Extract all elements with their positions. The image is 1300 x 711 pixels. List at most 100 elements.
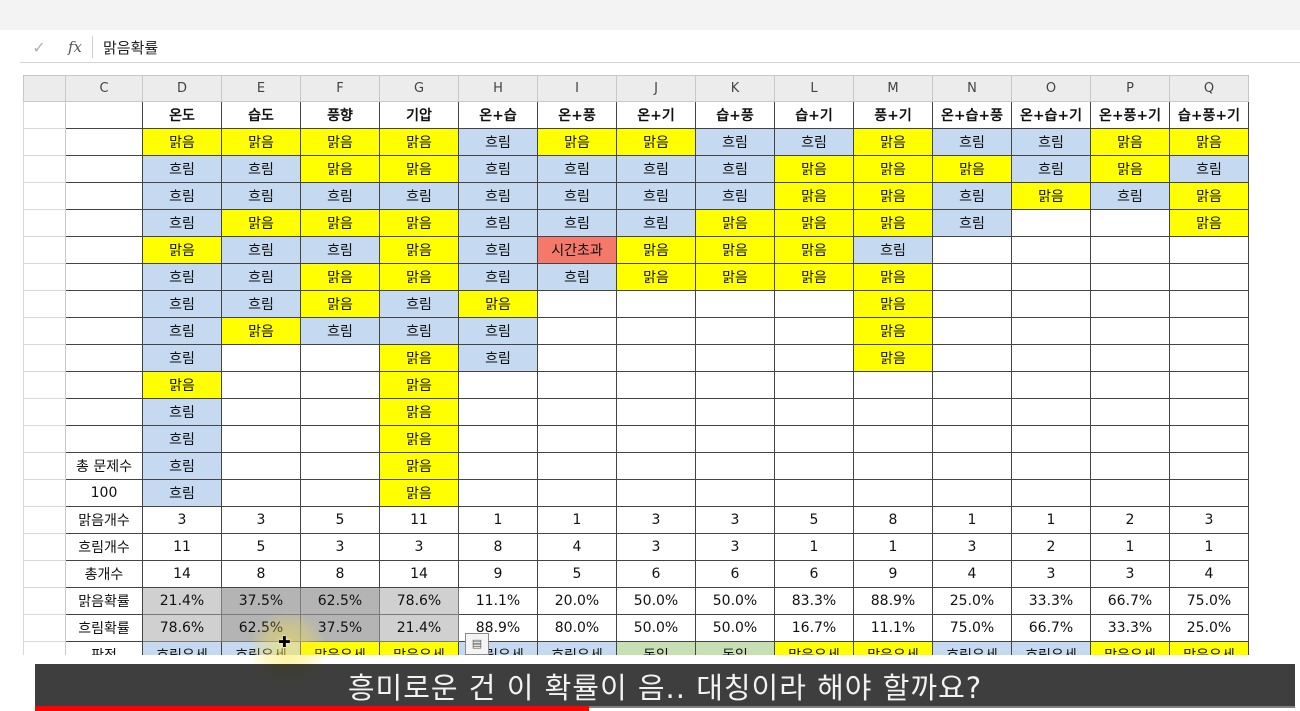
summary-cell[interactable]: 맑음우세 <box>1169 641 1249 655</box>
data-cell[interactable]: 흐림 <box>142 209 222 237</box>
row-number[interactable] <box>23 182 66 210</box>
summary-cell[interactable]: 78.6% <box>379 587 459 615</box>
data-cell[interactable] <box>774 317 854 345</box>
column-header-G[interactable]: G <box>379 75 459 102</box>
data-cell[interactable]: 맑음 <box>379 236 459 264</box>
summary-cell[interactable]: 50.0% <box>616 587 696 615</box>
summary-cell[interactable]: 흐림우세 <box>1011 641 1091 655</box>
data-cell[interactable]: 맑음 <box>142 371 222 399</box>
data-cell[interactable] <box>932 317 1012 345</box>
data-cell[interactable] <box>932 236 1012 264</box>
data-cell[interactable] <box>616 317 696 345</box>
summary-cell[interactable]: 8 <box>221 560 301 588</box>
data-cell[interactable]: 흐림 <box>458 128 538 156</box>
data-cell[interactable]: 흐림 <box>932 182 1012 210</box>
data-cell[interactable] <box>932 398 1012 426</box>
data-cell[interactable]: 맑음 <box>853 263 933 291</box>
data-cell[interactable]: 흐림 <box>142 398 222 426</box>
summary-cell[interactable]: 25.0% <box>932 587 1012 615</box>
data-cell[interactable] <box>221 452 301 480</box>
summary-cell[interactable]: 3 <box>695 506 775 534</box>
summary-label[interactable]: 판정 <box>65 641 143 655</box>
label-cell[interactable] <box>65 128 143 156</box>
data-cell[interactable]: 맑음 <box>300 290 380 318</box>
data-cell[interactable]: 맑음 <box>537 128 617 156</box>
data-cell[interactable] <box>300 344 380 372</box>
row-number[interactable] <box>23 344 66 372</box>
data-cell[interactable]: 흐림 <box>458 344 538 372</box>
data-cell[interactable] <box>774 479 854 507</box>
column-header-Q[interactable]: Q <box>1169 75 1249 102</box>
data-cell[interactable] <box>1011 344 1091 372</box>
data-cell[interactable] <box>1169 317 1249 345</box>
data-cell[interactable]: 흐림 <box>142 344 222 372</box>
data-cell[interactable] <box>1169 479 1249 507</box>
data-cell[interactable] <box>221 371 301 399</box>
data-cell[interactable] <box>537 290 617 318</box>
data-cell[interactable]: 흐림 <box>300 182 380 210</box>
summary-cell[interactable]: 맑음우세 <box>1090 641 1170 655</box>
summary-cell[interactable]: 4 <box>537 533 617 561</box>
summary-cell[interactable]: 4 <box>932 560 1012 588</box>
data-cell[interactable] <box>458 425 538 453</box>
data-cell[interactable] <box>221 344 301 372</box>
category-header[interactable]: 풍+기 <box>853 101 933 129</box>
data-cell[interactable] <box>695 425 775 453</box>
data-cell[interactable] <box>774 290 854 318</box>
data-cell[interactable] <box>695 344 775 372</box>
video-progress-bar[interactable] <box>35 706 1295 711</box>
data-cell[interactable] <box>774 398 854 426</box>
data-cell[interactable]: 맑음 <box>379 479 459 507</box>
data-cell[interactable]: 맑음 <box>853 128 933 156</box>
column-header-F[interactable]: F <box>300 75 380 102</box>
data-cell[interactable]: 맑음 <box>300 155 380 183</box>
label-cell[interactable] <box>65 290 143 318</box>
row-number[interactable] <box>23 236 66 264</box>
data-cell[interactable]: 흐림 <box>458 263 538 291</box>
summary-cell[interactable]: 8 <box>853 506 933 534</box>
row-number[interactable] <box>23 479 66 507</box>
summary-cell[interactable]: 2 <box>1011 533 1091 561</box>
column-header-P[interactable]: P <box>1090 75 1170 102</box>
data-cell[interactable]: 흐림 <box>1169 155 1249 183</box>
category-header[interactable]: 습도 <box>221 101 301 129</box>
data-cell[interactable]: 맑음 <box>853 182 933 210</box>
data-cell[interactable] <box>932 263 1012 291</box>
data-cell[interactable]: 맑음 <box>853 344 933 372</box>
data-cell[interactable]: 흐림 <box>537 182 617 210</box>
column-header-N[interactable]: N <box>932 75 1012 102</box>
summary-cell[interactable]: 3 <box>142 506 222 534</box>
summary-cell[interactable]: 동일 <box>616 641 696 655</box>
summary-cell[interactable]: 맑음우세 <box>774 641 854 655</box>
data-cell[interactable]: 흐림 <box>142 452 222 480</box>
data-cell[interactable]: 맑음 <box>1090 128 1170 156</box>
data-cell[interactable]: 흐림 <box>379 182 459 210</box>
data-cell[interactable]: 흐림 <box>142 479 222 507</box>
data-cell[interactable] <box>537 479 617 507</box>
data-cell[interactable]: 흐림 <box>458 182 538 210</box>
summary-cell[interactable]: 5 <box>774 506 854 534</box>
data-cell[interactable]: 맑음 <box>616 236 696 264</box>
summary-cell[interactable]: 1 <box>853 533 933 561</box>
data-cell[interactable] <box>616 344 696 372</box>
data-cell[interactable]: 흐림 <box>379 290 459 318</box>
summary-cell[interactable]: 37.5% <box>221 587 301 615</box>
data-cell[interactable]: 흐림 <box>853 236 933 264</box>
data-cell[interactable]: 맑음 <box>774 209 854 237</box>
data-cell[interactable]: 흐림 <box>616 182 696 210</box>
summary-cell[interactable]: 25.0% <box>1169 614 1249 642</box>
column-header-D[interactable]: D <box>142 75 222 102</box>
row-number[interactable] <box>23 263 66 291</box>
category-header[interactable]: 온+습 <box>458 101 538 129</box>
data-cell[interactable]: 맑음 <box>221 317 301 345</box>
column-header-L[interactable]: L <box>774 75 854 102</box>
column-header-J[interactable]: J <box>616 75 696 102</box>
data-cell[interactable]: 흐림 <box>616 209 696 237</box>
data-cell[interactable]: 흐림 <box>142 317 222 345</box>
data-cell[interactable]: 흐림 <box>379 317 459 345</box>
data-cell[interactable]: 맑음 <box>1169 128 1249 156</box>
category-header[interactable]: 온+기 <box>616 101 696 129</box>
summary-cell[interactable]: 11 <box>142 533 222 561</box>
data-cell[interactable] <box>1169 398 1249 426</box>
label-cell[interactable] <box>65 182 143 210</box>
